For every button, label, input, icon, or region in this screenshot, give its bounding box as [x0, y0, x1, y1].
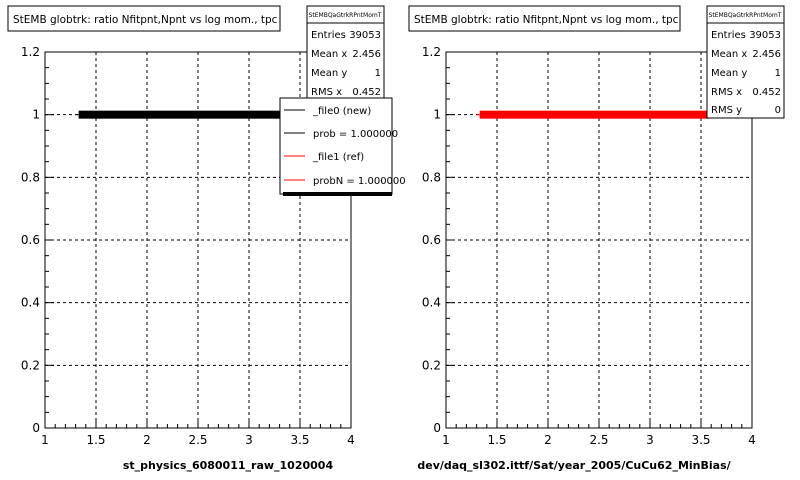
data-point [477, 114, 479, 116]
x-tick-label: 4 [748, 433, 756, 447]
x-tick-label: 1.5 [487, 433, 506, 447]
right-stats-value: 2.456 [752, 49, 781, 60]
y-tick-label: 0.2 [21, 358, 40, 372]
legend-entry-prob: prob = 1.000000 [313, 129, 398, 140]
y-tick-label: 1 [433, 108, 441, 122]
y-tick-label: 1.2 [21, 45, 40, 59]
right-stats-label: Entries [711, 30, 746, 41]
y-tick-label: 0.6 [21, 233, 40, 247]
x-tick-label: 1.5 [86, 433, 105, 447]
left-title-box [7, 5, 281, 32]
left-plot-title: StEMB globtrk: ratio Nfitpnt,Npnt vs log… [13, 14, 278, 26]
right-plot-title: StEMB globtrk: ratio Nfitpnt,Npnt vs log… [414, 14, 679, 26]
left-stats-value: 2.456 [352, 49, 381, 60]
left-stats-name: StEMBQaGtrkRPntMomT [309, 12, 382, 19]
legend-entry-file0: _file0 (new) [312, 106, 371, 117]
right-x-axis-label: dev/daq_sl302.ittf/Sat/year_2005/CuCu62_… [417, 459, 731, 472]
right-stats-label: Mean y [711, 68, 747, 79]
x-tick-label: 1 [442, 433, 450, 447]
y-tick-label: 0.6 [422, 233, 441, 247]
data-point [478, 114, 480, 116]
data-point [476, 114, 478, 116]
data-point [76, 114, 78, 116]
x-tick-label: 1 [41, 433, 49, 447]
x-tick-label: 4 [347, 433, 355, 447]
y-tick-label: 1.2 [422, 45, 441, 59]
right-stats-value: 0.452 [752, 87, 781, 98]
left-stats-label: Mean y [311, 68, 347, 79]
x-tick-label: 3 [245, 433, 253, 447]
left-stats-label: Entries [311, 30, 346, 41]
x-tick-label: 3 [646, 433, 654, 447]
left-stats-value: 1 [375, 68, 381, 79]
right-stats-label: RMS y [711, 105, 742, 116]
left-stats-label: RMS x [311, 87, 342, 98]
left-stats-label: Mean x [311, 49, 347, 60]
legend-entry-file1: _file1 (ref) [312, 152, 364, 163]
x-tick-label: 2 [143, 433, 151, 447]
data-point [75, 114, 77, 116]
y-tick-label: 0.4 [422, 296, 441, 310]
right-stats-name: StEMBQaGtrkRPntMomT [709, 12, 782, 19]
y-tick-label: 0.2 [422, 358, 441, 372]
y-tick-label: 0.4 [21, 296, 40, 310]
y-tick-label: 0.8 [422, 170, 441, 184]
data-point-band [78, 110, 341, 119]
x-tick-label: 2.5 [589, 433, 608, 447]
right-stats-label: Mean x [711, 49, 747, 60]
right-stats-label: RMS x [711, 87, 742, 98]
y-tick-label: 1 [32, 108, 40, 122]
legend-box-shadow [283, 192, 392, 196]
right-stats-value: 1 [775, 68, 781, 79]
legend-entry-probN: probN = 1.000000 [313, 176, 406, 187]
x-tick-label: 2.5 [188, 433, 207, 447]
x-tick-label: 3.5 [290, 433, 309, 447]
x-tick-label: 2 [544, 433, 552, 447]
right-stats-value: 0 [775, 105, 781, 116]
x-tick-label: 3.5 [691, 433, 710, 447]
y-tick-label: 0 [32, 421, 40, 435]
left-legend-box: _file0 (new) prob = 1.000000 _file1 (ref… [279, 97, 406, 195]
left-stats-value: 39053 [349, 30, 381, 41]
right-stats-value: 39053 [749, 30, 781, 41]
left-stats-value: 0.452 [352, 87, 381, 98]
right-plot-panel: StEMB globtrk: ratio Nfitpnt,Npnt vs log… [408, 5, 785, 472]
right-title-box [408, 5, 681, 32]
left-x-axis-label: st_physics_6080011_raw_1020004 [123, 459, 334, 472]
right-stats-box: StEMBQaGtrkRPntMomT Entries 39053 Mean x… [706, 5, 785, 119]
y-tick-label: 0 [433, 421, 441, 435]
data-point-band [479, 110, 710, 119]
left-plot-panel: StEMB globtrk: ratio Nfitpnt,Npnt vs log… [7, 5, 406, 472]
data-point [77, 114, 79, 116]
left-stats-box: StEMBQaGtrkRPntMomT Entries 39053 Mean x… [306, 5, 385, 113]
y-tick-label: 0.8 [21, 170, 40, 184]
